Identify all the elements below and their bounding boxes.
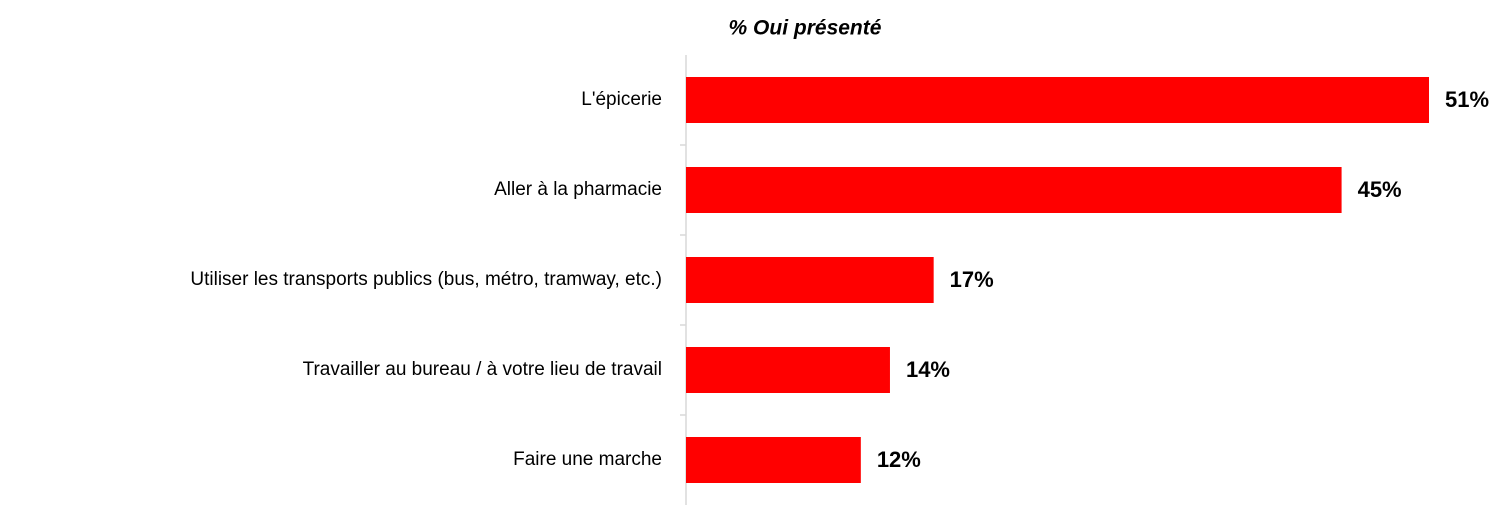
bar	[686, 167, 1342, 213]
value-label: 12%	[877, 447, 921, 472]
value-label: 45%	[1358, 177, 1402, 202]
category-label: L'épicerie	[581, 89, 662, 110]
chart-title: % Oui présenté	[729, 17, 882, 40]
bar	[686, 347, 890, 393]
value-label: 17%	[950, 267, 994, 292]
bar	[686, 257, 934, 303]
category-label: Aller à la pharmacie	[494, 179, 662, 200]
category-label: Faire une marche	[513, 449, 662, 470]
value-label: 51%	[1445, 87, 1489, 112]
bar	[686, 437, 861, 483]
bar	[686, 77, 1429, 123]
value-label: 14%	[906, 357, 950, 382]
category-label: Travailler au bureau / à votre lieu de t…	[303, 359, 662, 380]
category-label: Utiliser les transports publics (bus, mé…	[190, 269, 662, 290]
